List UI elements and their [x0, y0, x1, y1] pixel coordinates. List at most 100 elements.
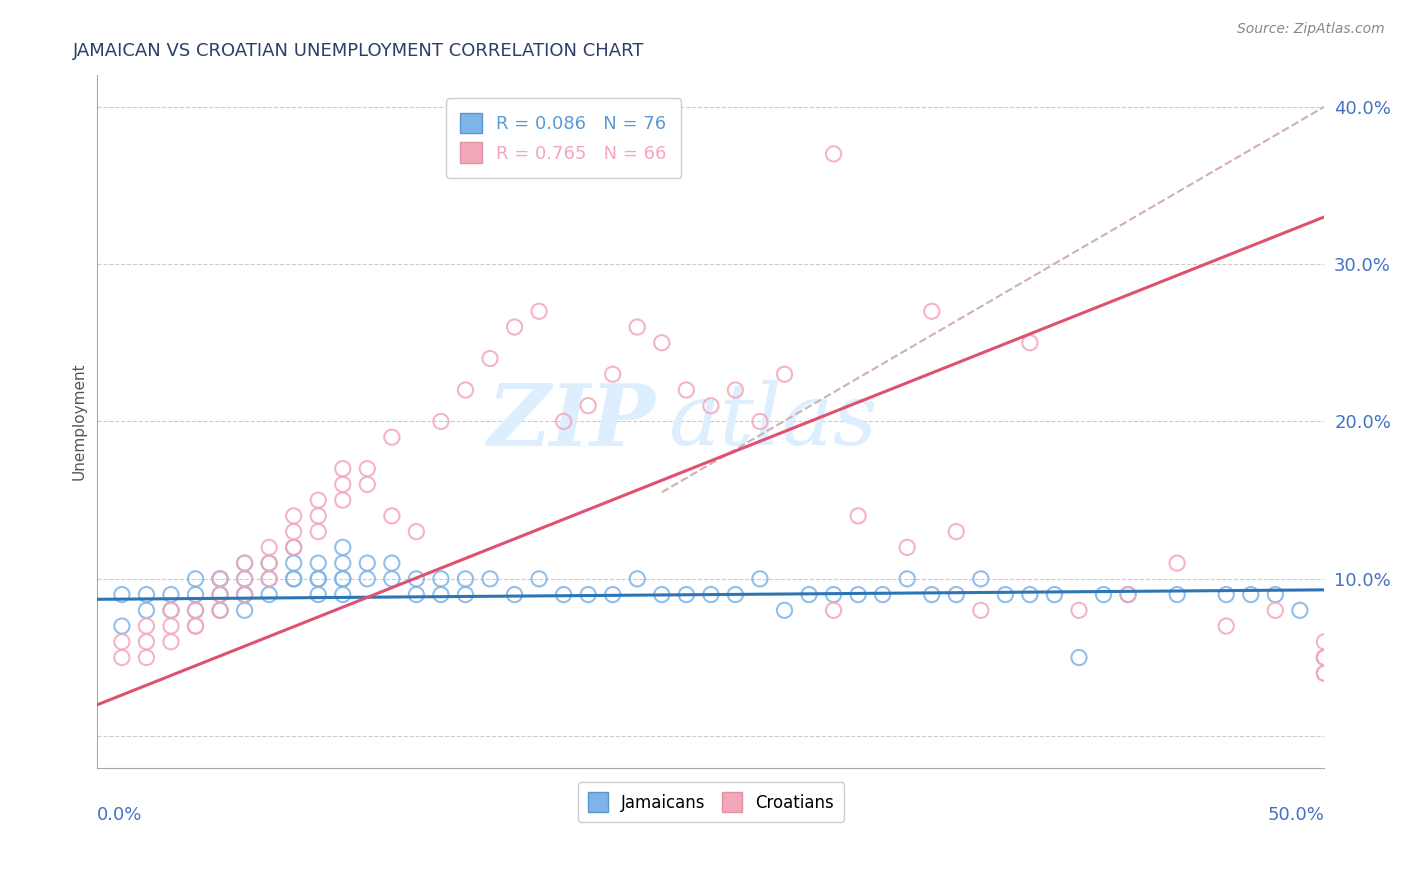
Point — [846, 588, 869, 602]
Point — [257, 572, 280, 586]
Point — [1264, 603, 1286, 617]
Point — [651, 588, 673, 602]
Point — [1067, 603, 1090, 617]
Point — [111, 635, 134, 649]
Point — [749, 414, 772, 428]
Point — [553, 414, 575, 428]
Point — [381, 556, 404, 570]
Point — [332, 572, 354, 586]
Point — [651, 335, 673, 350]
Point — [602, 368, 624, 382]
Point — [111, 650, 134, 665]
Point — [184, 603, 207, 617]
Point — [405, 572, 427, 586]
Point — [233, 572, 256, 586]
Point — [576, 588, 599, 602]
Point — [626, 572, 648, 586]
Point — [209, 572, 232, 586]
Point — [1166, 588, 1188, 602]
Point — [1313, 666, 1336, 681]
Point — [749, 572, 772, 586]
Point — [700, 588, 723, 602]
Point — [1067, 650, 1090, 665]
Point — [160, 588, 183, 602]
Point — [135, 635, 157, 649]
Point — [356, 572, 378, 586]
Point — [160, 635, 183, 649]
Point — [1043, 588, 1066, 602]
Point — [356, 556, 378, 570]
Point — [307, 572, 329, 586]
Point — [724, 588, 747, 602]
Point — [233, 556, 256, 570]
Point — [160, 603, 183, 617]
Point — [332, 461, 354, 475]
Point — [332, 588, 354, 602]
Point — [527, 304, 550, 318]
Point — [184, 603, 207, 617]
Point — [430, 572, 453, 586]
Point — [283, 556, 305, 570]
Point — [356, 477, 378, 491]
Point — [233, 588, 256, 602]
Point — [233, 588, 256, 602]
Point — [257, 572, 280, 586]
Point — [233, 556, 256, 570]
Point — [1215, 619, 1237, 633]
Point — [381, 508, 404, 523]
Point — [823, 603, 845, 617]
Point — [257, 541, 280, 555]
Point — [527, 572, 550, 586]
Point — [135, 650, 157, 665]
Point — [1313, 650, 1336, 665]
Point — [209, 603, 232, 617]
Point — [626, 320, 648, 334]
Text: JAMAICAN VS CROATIAN UNEMPLOYMENT CORRELATION CHART: JAMAICAN VS CROATIAN UNEMPLOYMENT CORREL… — [73, 42, 644, 60]
Point — [332, 493, 354, 508]
Point — [233, 588, 256, 602]
Point — [454, 572, 477, 586]
Point — [454, 588, 477, 602]
Point — [479, 572, 502, 586]
Point — [135, 619, 157, 633]
Point — [1019, 335, 1042, 350]
Point — [135, 603, 157, 617]
Point — [184, 619, 207, 633]
Point — [1116, 588, 1139, 602]
Point — [503, 320, 526, 334]
Point — [307, 556, 329, 570]
Point — [823, 147, 845, 161]
Point — [724, 383, 747, 397]
Point — [896, 572, 918, 586]
Point — [307, 588, 329, 602]
Point — [1289, 603, 1312, 617]
Point — [233, 603, 256, 617]
Point — [257, 588, 280, 602]
Point — [945, 524, 967, 539]
Point — [332, 572, 354, 586]
Point — [1116, 588, 1139, 602]
Text: Source: ZipAtlas.com: Source: ZipAtlas.com — [1237, 22, 1385, 37]
Point — [1215, 588, 1237, 602]
Y-axis label: Unemployment: Unemployment — [72, 363, 86, 480]
Point — [209, 588, 232, 602]
Point — [675, 588, 697, 602]
Point — [773, 368, 796, 382]
Point — [1313, 650, 1336, 665]
Point — [454, 383, 477, 397]
Point — [356, 461, 378, 475]
Point — [479, 351, 502, 366]
Point — [994, 588, 1017, 602]
Point — [307, 493, 329, 508]
Point — [576, 399, 599, 413]
Point — [135, 588, 157, 602]
Point — [209, 572, 232, 586]
Point — [283, 508, 305, 523]
Point — [430, 414, 453, 428]
Point — [283, 541, 305, 555]
Point — [184, 572, 207, 586]
Point — [430, 588, 453, 602]
Point — [602, 588, 624, 602]
Point — [823, 588, 845, 602]
Point — [896, 541, 918, 555]
